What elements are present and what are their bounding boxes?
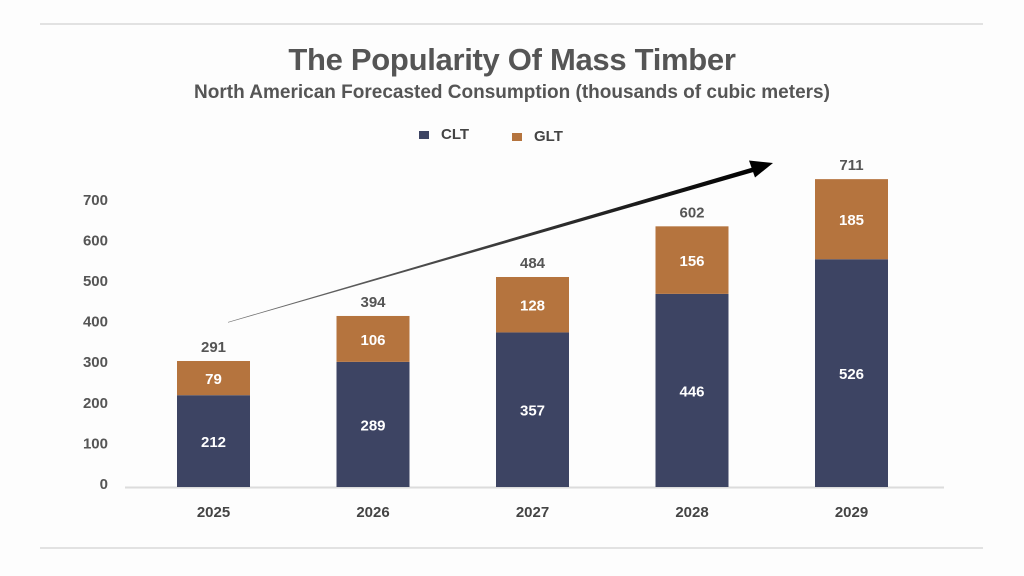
data-label-glt: 156	[679, 253, 704, 270]
bar-glt-2029	[815, 179, 888, 260]
chart-subtitle: North American Forecasted Consumption (t…	[194, 82, 830, 103]
data-label-clt: 446	[679, 383, 704, 400]
data-label-glt: 106	[360, 332, 385, 349]
bars: 212 79 291 289 106 394 357 128 484 446 156 602 526 18…	[177, 157, 888, 487]
data-label-clt: 212	[201, 434, 226, 451]
x-tick-label: 2028	[675, 504, 708, 521]
data-label-glt: 128	[520, 298, 545, 315]
x-tick-label: 2029	[835, 504, 868, 521]
legend-item-clt: CLT	[419, 126, 469, 143]
x-tick-label: 2027	[516, 504, 549, 521]
bar-glt-2026	[336, 315, 410, 362]
y-axis: 0 100 200 300 400 500 600 700	[83, 192, 108, 493]
y-tick-label: 600	[83, 232, 108, 249]
bar-clt-2029	[815, 259, 888, 487]
bar-glt-2028	[655, 226, 729, 294]
x-tick-label: 2026	[356, 504, 389, 521]
total-label: 291	[201, 339, 226, 356]
x-axis: 2025 2026 2027 2028 2029	[197, 504, 868, 521]
total-label: 484	[520, 255, 546, 272]
legend-swatch-glt	[512, 132, 522, 141]
bar-clt-2025	[177, 395, 250, 487]
legend-label-clt: CLT	[441, 126, 470, 143]
trend-arrow-shaft	[228, 166, 757, 323]
bottom-divider	[40, 547, 983, 549]
legend-label-glt: GLT	[534, 128, 563, 145]
y-tick-label: 400	[83, 314, 108, 331]
chart-title: The Popularity Of Mass Timber	[288, 42, 736, 77]
legend-item-glt: GLT	[512, 128, 563, 145]
data-label-clt: 289	[360, 417, 385, 434]
y-tick-label: 0	[100, 476, 108, 493]
x-tick-label: 2025	[197, 504, 230, 521]
trend-arrow	[228, 160, 773, 323]
y-tick-label: 500	[83, 273, 108, 290]
y-tick-label: 700	[83, 192, 108, 209]
legend-swatch-clt	[419, 130, 429, 139]
total-label: 711	[839, 157, 863, 174]
data-label-glt: 185	[839, 212, 864, 229]
legend: CLT GLT	[0, 124, 1024, 148]
y-tick-label: 200	[83, 395, 108, 412]
bar-clt-2026	[336, 361, 410, 487]
data-label-clt: 357	[520, 403, 545, 420]
total-label: 602	[679, 204, 704, 221]
data-label-glt: 79	[205, 371, 222, 388]
total-label: 394	[360, 294, 386, 311]
bar-glt-2027	[496, 276, 569, 333]
bar-glt-2025	[177, 360, 250, 396]
y-tick-label: 100	[83, 435, 108, 452]
y-tick-label: 300	[83, 354, 108, 371]
trend-arrow-head	[749, 160, 773, 178]
bar-clt-2028	[655, 293, 729, 487]
data-label-clt: 526	[839, 366, 864, 383]
top-divider	[40, 23, 983, 25]
bar-clt-2027	[496, 332, 569, 487]
